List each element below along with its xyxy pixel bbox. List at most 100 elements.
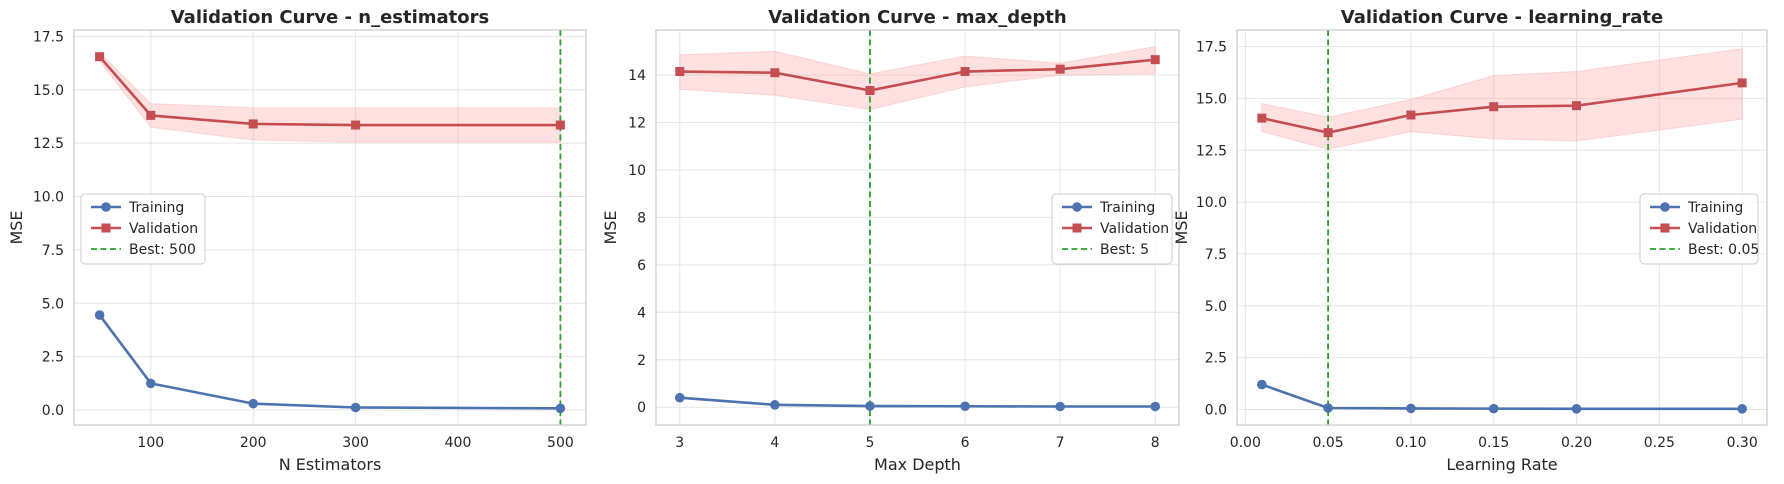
- y-tick-label: 0: [637, 400, 646, 416]
- training-point: [960, 401, 970, 412]
- validation-point: [770, 68, 780, 78]
- y-tick-label: 0.0: [1205, 402, 1227, 418]
- legend: Training Validation Best: 500: [80, 193, 206, 265]
- legend-training-label: Training: [1099, 200, 1155, 216]
- chart-max-depth: 3 4 5 6 7 8 0 2 4 6 8 10 12 14 Validation Curve - max_…: [601, 7, 1180, 474]
- y-axis-label: MSE: [601, 210, 620, 244]
- y-tick-label: 15.0: [1196, 91, 1227, 107]
- training-point: [146, 378, 156, 389]
- legend-training-label: Training: [1687, 200, 1743, 216]
- validation-point: [960, 67, 970, 77]
- validation-line: [679, 58, 1156, 92]
- training-point: [1571, 404, 1582, 414]
- training-point: [770, 400, 780, 410]
- series-validation: [95, 52, 565, 130]
- x-tick-label: 200: [240, 435, 267, 451]
- axes-frame: [655, 29, 1180, 426]
- series-validation: [675, 55, 1160, 95]
- y-tick-label: 12.5: [1196, 143, 1227, 159]
- x-tick-label: 100: [137, 435, 164, 451]
- y-tick-label: 8: [637, 210, 646, 226]
- legend: Training Validation Best: 5: [1051, 193, 1173, 265]
- y-tick-label: 10.0: [1196, 195, 1227, 211]
- legend-best-label: Best: 5: [1100, 242, 1149, 258]
- y-tick-label: 6: [637, 258, 646, 274]
- legend-validation-label: Validation: [1100, 221, 1169, 237]
- legend: Training Validation Best: 0.05: [1639, 193, 1759, 265]
- validation-line: [1261, 81, 1743, 134]
- x-tick-label: 6: [961, 435, 970, 451]
- y-tick-label: 15.0: [33, 83, 64, 99]
- axes-frame: [1236, 29, 1768, 426]
- x-tick-label: 300: [342, 435, 369, 451]
- x-axis-label: Max Depth: [874, 455, 961, 474]
- validation-point: [95, 52, 105, 62]
- training-line: [1261, 383, 1743, 411]
- validation-point: [1406, 110, 1416, 120]
- y-axis-label: MSE: [7, 210, 26, 244]
- training-point: [1323, 403, 1333, 413]
- validation-point: [1489, 102, 1499, 112]
- x-tick-label: 0.00: [1230, 435, 1261, 451]
- y-tick-label: 5.0: [1205, 299, 1227, 315]
- validation-point: [1323, 128, 1333, 138]
- legend-validation-marker: [101, 223, 111, 233]
- training-point: [1055, 401, 1065, 412]
- validation-point: [351, 120, 361, 130]
- validation-point: [1737, 78, 1747, 88]
- y-tick-label: 12.5: [33, 136, 64, 152]
- legend-box: [80, 193, 206, 265]
- training-point: [1406, 403, 1416, 414]
- y-tick-label: 12: [628, 116, 646, 132]
- x-tick-label: 0.30: [1727, 435, 1758, 451]
- training-point: [248, 398, 258, 409]
- y-tick-label: 5.0: [42, 296, 64, 312]
- legend-best-label: Best: 0.05: [1688, 242, 1759, 258]
- validation-point: [146, 110, 156, 120]
- x-tick-label: 3: [675, 435, 684, 451]
- validation-point: [555, 120, 565, 130]
- legend-validation-marker: [1660, 223, 1670, 233]
- legend-training-marker: [1660, 202, 1670, 212]
- training-point: [350, 402, 361, 413]
- validation-point: [1257, 113, 1267, 123]
- series-validation: [1257, 78, 1747, 138]
- x-tick-label: 0.10: [1395, 435, 1426, 451]
- x-tick-label: 5: [865, 435, 874, 451]
- x-tick-label: 0.25: [1644, 435, 1675, 451]
- axes-frame: [73, 29, 587, 426]
- x-axis-label: N Estimators: [279, 455, 382, 474]
- training-point: [1150, 401, 1161, 412]
- validation-point: [1572, 101, 1582, 111]
- legend-box: [1051, 193, 1173, 265]
- legend-validation-label: Validation: [129, 221, 198, 237]
- x-tick-label: 0.15: [1478, 435, 1509, 451]
- training-point: [1488, 403, 1499, 414]
- y-tick-label: 4: [637, 305, 646, 321]
- x-tick-label: 400: [445, 435, 472, 451]
- chart-title: Validation Curve - learning_rate: [1341, 7, 1663, 28]
- legend-validation-marker: [1072, 223, 1082, 233]
- legend-training-marker: [1072, 202, 1082, 212]
- y-tick-label: 10.0: [33, 190, 64, 206]
- y-tick-label: 0.0: [42, 403, 64, 419]
- x-tick-label: 8: [1151, 435, 1160, 451]
- chart-learning-rate: 0.00 0.05 0.10 0.15 0.20 0.25 0.30 0.0 2.5 5.0 7.5…: [1172, 7, 1768, 474]
- chart-title: Validation Curve - n_estimators: [171, 7, 490, 28]
- y-tick-label: 17.5: [1196, 40, 1227, 56]
- chart-n-estimators: 100 200 300 400 500 0.0 2.5 5.0 7.5 10.0 12.5 15.0 1…: [7, 7, 587, 474]
- chart-title: Validation Curve - max_depth: [768, 7, 1066, 28]
- training-line: [679, 396, 1156, 408]
- series-training: [674, 392, 1161, 412]
- training-point: [1737, 404, 1747, 414]
- x-tick-label: 4: [770, 435, 779, 451]
- legend-best-label: Best: 500: [129, 242, 196, 258]
- x-axis-label: Learning Rate: [1446, 455, 1557, 474]
- series-training: [1257, 379, 1747, 414]
- y-tick-label: 17.5: [33, 29, 64, 45]
- validation-point: [1055, 64, 1065, 74]
- legend-training-label: Training: [128, 200, 184, 216]
- y-tick-label: 10: [628, 163, 646, 179]
- training-point: [674, 392, 685, 403]
